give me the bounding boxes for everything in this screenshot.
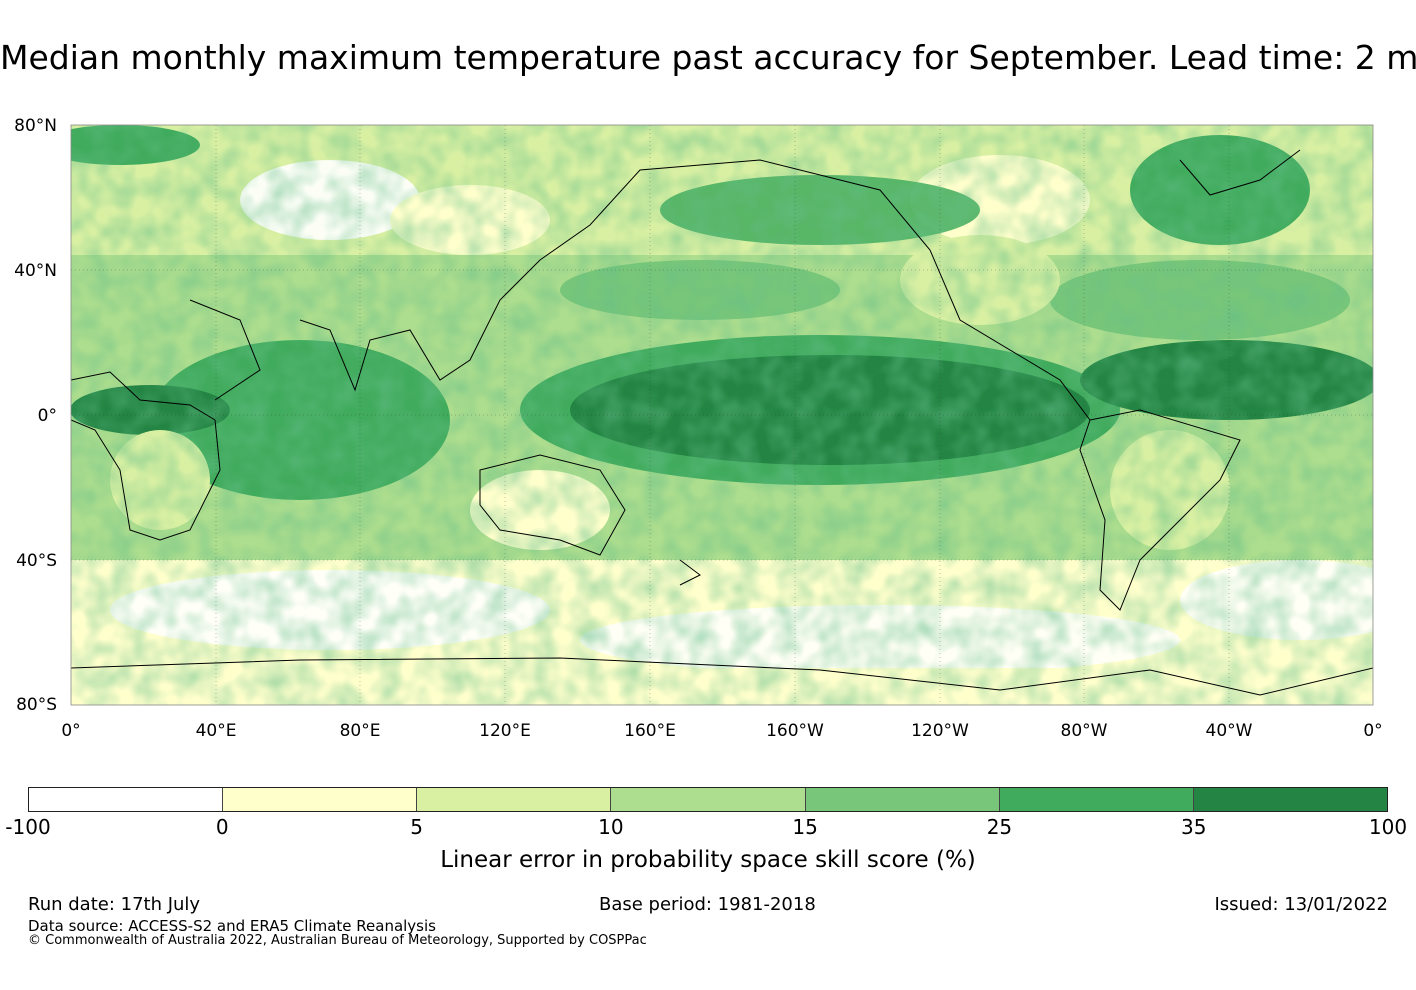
map-frame: [70, 124, 1374, 706]
lat-label: 40°N: [14, 261, 57, 281]
map-svg: 80°N 40°N 0° 40°S 80°S 0° 40°E 80°E 120°…: [14, 116, 1383, 741]
colorbar: [28, 787, 1388, 812]
coast-greenland: [1179, 149, 1301, 196]
coast-antarctica: [71, 657, 1373, 696]
colorbar-tick: 5: [410, 815, 423, 839]
colorbar-segment: [611, 788, 806, 811]
colorbar-segment: [417, 788, 612, 811]
lon-label: 80°E: [340, 721, 381, 741]
lon-label: 0°: [61, 721, 80, 741]
map-title: Median monthly maximum temperature past …: [0, 38, 1416, 77]
colorbar-segment: [223, 788, 418, 811]
colorbar-segment: [29, 788, 224, 811]
colorbar-tick: 15: [792, 815, 818, 839]
lon-label: 40°W: [1206, 721, 1253, 741]
lat-label: 40°S: [16, 551, 57, 571]
lon-label: 160°E: [624, 721, 676, 741]
lon-label: 160°W: [766, 721, 824, 741]
colorbar-tick: 0: [215, 815, 229, 839]
colorbar-tick: -100: [5, 815, 51, 839]
lon-label: 120°E: [479, 721, 531, 741]
coast-africa: [71, 371, 221, 541]
gridlines: [71, 125, 1373, 705]
lon-label: 40°E: [196, 721, 237, 741]
coast-arabia: [189, 299, 261, 401]
lon-label: 80°W: [1061, 721, 1108, 741]
colorbar-tick: 100: [1368, 815, 1408, 839]
coast-australia: [479, 454, 626, 556]
run-date: Run date: 17th July: [28, 894, 201, 915]
issued-date: Issued: 13/01/2022: [1214, 894, 1388, 915]
lon-label: 120°W: [911, 721, 969, 741]
colorbar-ticks: -100 0 5 10 15 25 35 100: [5, 814, 1407, 840]
colorbar-tick: 25: [986, 815, 1013, 839]
lat-label: 80°N: [14, 116, 57, 136]
skill-map: 80°N 40°N 0° 40°S 80°S 0° 40°E 80°E 120°…: [14, 116, 1383, 741]
colorbar-segment: [805, 788, 1000, 811]
field-texture: [71, 125, 1373, 705]
lon-label: 0°: [1363, 721, 1382, 741]
colorbar-tick: 10: [598, 815, 624, 839]
colorbar-tick: 35: [1180, 815, 1207, 839]
data-source: Data source: ACCESS-S2 and ERA5 Climate …: [28, 917, 436, 935]
base-period: Base period: 1981-2018: [599, 894, 816, 915]
lat-label: 0°: [38, 406, 57, 426]
colorbar-label: Linear error in probability space skill …: [440, 847, 976, 873]
copyright: © Commonwealth of Australia 2022, Austra…: [28, 933, 647, 948]
coast-new-zealand: [679, 559, 701, 586]
lat-label: 80°S: [16, 695, 57, 715]
colorbar-segment: [1193, 788, 1387, 811]
colorbar-segment: [999, 788, 1194, 811]
